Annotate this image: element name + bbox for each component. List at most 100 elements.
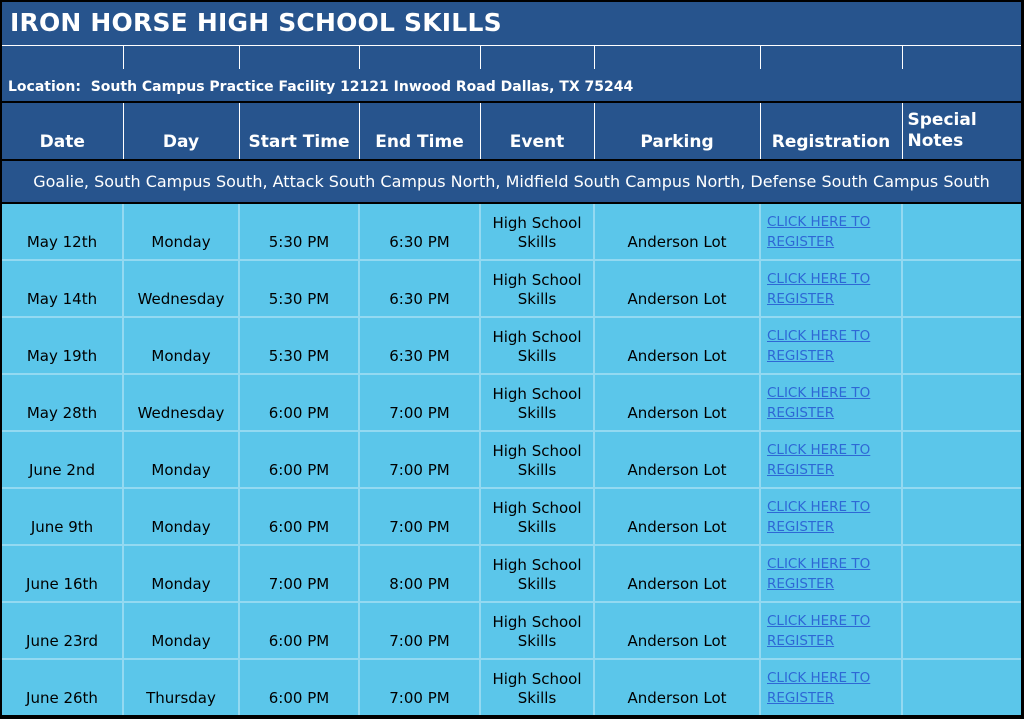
register-link[interactable]: CLICK HERE TO REGISTER bbox=[767, 385, 871, 421]
schedule-row: May 28th Wednesday 6:00 PM 7:00 PM High … bbox=[2, 373, 1022, 432]
spacer-cell bbox=[480, 45, 595, 69]
start-time-cell: 6:00 PM bbox=[238, 430, 360, 489]
spacer-row bbox=[2, 45, 1022, 69]
header-start-time: Start Time bbox=[238, 101, 359, 160]
start-time-cell: 5:30 PM bbox=[238, 316, 360, 375]
date-cell: June 16th bbox=[2, 544, 124, 603]
end-time-cell: 6:30 PM bbox=[358, 202, 481, 261]
start-time-cell: 6:00 PM bbox=[238, 487, 360, 546]
registration-cell: CLICK HERE TO REGISTER bbox=[759, 259, 903, 318]
location-text: Location: South Campus Practice Facility… bbox=[2, 69, 1022, 102]
header-registration: Registration bbox=[759, 101, 902, 160]
column-header-row: Date Day Start Time End Time Event Parki… bbox=[2, 101, 1022, 160]
spacer-cell bbox=[123, 45, 240, 69]
event-cell: High School Skills bbox=[479, 430, 595, 489]
parking-cell: Anderson Lot bbox=[593, 658, 761, 715]
special-notes-cell bbox=[900, 316, 1022, 375]
parking-cell: Anderson Lot bbox=[593, 601, 761, 660]
parking-cell: Anderson Lot bbox=[593, 544, 761, 603]
start-time-cell: 6:00 PM bbox=[238, 658, 360, 715]
header-end-time: End Time bbox=[358, 101, 480, 160]
spacer-cell bbox=[594, 45, 761, 69]
event-cell: High School Skills bbox=[479, 544, 595, 603]
end-time-cell: 6:30 PM bbox=[358, 259, 481, 318]
day-cell: Thursday bbox=[122, 658, 240, 715]
start-time-cell: 5:30 PM bbox=[238, 202, 360, 261]
date-cell: May 19th bbox=[2, 316, 124, 375]
date-cell: June 26th bbox=[2, 658, 124, 715]
day-cell: Wednesday bbox=[122, 373, 240, 432]
schedule-row: May 12th Monday 5:30 PM 6:30 PM High Sch… bbox=[2, 202, 1022, 261]
special-notes-cell bbox=[900, 658, 1022, 715]
event-cell: High School Skills bbox=[479, 316, 595, 375]
parking-cell: Anderson Lot bbox=[593, 430, 761, 489]
register-link[interactable]: CLICK HERE TO REGISTER bbox=[767, 499, 871, 535]
start-time-cell: 5:30 PM bbox=[238, 259, 360, 318]
positions-note-row: Goalie, South Campus South, Attack South… bbox=[2, 159, 1022, 204]
header-event: Event bbox=[479, 101, 594, 160]
date-cell: June 2nd bbox=[2, 430, 124, 489]
header-date: Date bbox=[2, 101, 123, 160]
special-notes-cell bbox=[900, 373, 1022, 432]
end-time-cell: 7:00 PM bbox=[358, 430, 481, 489]
event-cell: High School Skills bbox=[479, 259, 595, 318]
date-cell: May 12th bbox=[2, 202, 124, 261]
day-cell: Wednesday bbox=[122, 259, 240, 318]
end-time-cell: 8:00 PM bbox=[358, 544, 481, 603]
day-cell: Monday bbox=[122, 544, 240, 603]
register-link[interactable]: CLICK HERE TO REGISTER bbox=[767, 670, 871, 706]
registration-cell: CLICK HERE TO REGISTER bbox=[759, 601, 903, 660]
start-time-cell: 6:00 PM bbox=[238, 373, 360, 432]
spacer-cell bbox=[359, 45, 481, 69]
parking-cell: Anderson Lot bbox=[593, 259, 761, 318]
end-time-cell: 7:00 PM bbox=[358, 658, 481, 715]
registration-cell: CLICK HERE TO REGISTER bbox=[759, 316, 903, 375]
spacer-cell bbox=[239, 45, 360, 69]
register-link[interactable]: CLICK HERE TO REGISTER bbox=[767, 271, 871, 307]
registration-cell: CLICK HERE TO REGISTER bbox=[759, 544, 903, 603]
special-notes-cell bbox=[900, 202, 1022, 261]
day-cell: Monday bbox=[122, 487, 240, 546]
schedule-row: June 9th Monday 6:00 PM 7:00 PM High Sch… bbox=[2, 487, 1022, 546]
page-title: IRON HORSE HIGH SCHOOL SKILLS bbox=[2, 2, 1022, 46]
title-row: IRON HORSE HIGH SCHOOL SKILLS bbox=[2, 2, 1022, 46]
parking-cell: Anderson Lot bbox=[593, 316, 761, 375]
registration-cell: CLICK HERE TO REGISTER bbox=[759, 202, 903, 261]
schedule-row: June 16th Monday 7:00 PM 8:00 PM High Sc… bbox=[2, 544, 1022, 603]
header-day: Day bbox=[122, 101, 239, 160]
end-time-cell: 7:00 PM bbox=[358, 487, 481, 546]
date-cell: May 14th bbox=[2, 259, 124, 318]
parking-cell: Anderson Lot bbox=[593, 487, 761, 546]
date-cell: June 9th bbox=[2, 487, 124, 546]
special-notes-cell bbox=[900, 259, 1022, 318]
end-time-cell: 6:30 PM bbox=[358, 316, 481, 375]
end-time-cell: 7:00 PM bbox=[358, 373, 481, 432]
register-link[interactable]: CLICK HERE TO REGISTER bbox=[767, 556, 871, 592]
event-cell: High School Skills bbox=[479, 373, 595, 432]
registration-cell: CLICK HERE TO REGISTER bbox=[759, 487, 903, 546]
event-cell: High School Skills bbox=[479, 601, 595, 660]
special-notes-cell bbox=[900, 544, 1022, 603]
schedule-row: June 26th Thursday 6:00 PM 7:00 PM High … bbox=[2, 658, 1022, 715]
day-cell: Monday bbox=[122, 430, 240, 489]
register-link[interactable]: CLICK HERE TO REGISTER bbox=[767, 214, 871, 250]
registration-cell: CLICK HERE TO REGISTER bbox=[759, 430, 903, 489]
register-link[interactable]: CLICK HERE TO REGISTER bbox=[767, 442, 871, 478]
spacer-cell bbox=[760, 45, 903, 69]
special-notes-cell bbox=[900, 487, 1022, 546]
start-time-cell: 7:00 PM bbox=[238, 544, 360, 603]
registration-cell: CLICK HERE TO REGISTER bbox=[759, 373, 903, 432]
register-link[interactable]: CLICK HERE TO REGISTER bbox=[767, 613, 871, 649]
special-notes-cell bbox=[900, 601, 1022, 660]
header-special-notes: Special Notes bbox=[901, 101, 1022, 160]
registration-cell: CLICK HERE TO REGISTER bbox=[759, 658, 903, 715]
event-cell: High School Skills bbox=[479, 202, 595, 261]
positions-note-text: Goalie, South Campus South, Attack South… bbox=[33, 171, 990, 191]
spacer-cell bbox=[2, 45, 124, 69]
register-link[interactable]: CLICK HERE TO REGISTER bbox=[767, 328, 871, 364]
schedule-row: May 14th Wednesday 5:30 PM 6:30 PM High … bbox=[2, 259, 1022, 318]
event-cell: High School Skills bbox=[479, 487, 595, 546]
